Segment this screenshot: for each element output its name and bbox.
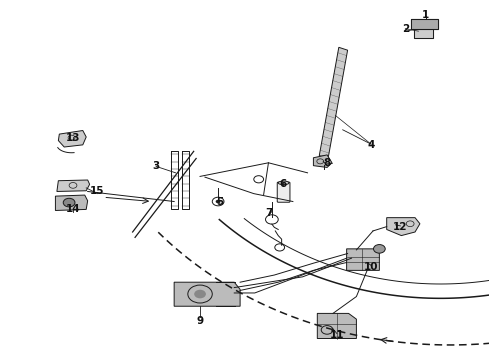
Text: 7: 7 — [265, 208, 272, 218]
Polygon shape — [346, 249, 379, 270]
Polygon shape — [314, 155, 332, 167]
FancyBboxPatch shape — [277, 182, 290, 202]
Text: 3: 3 — [152, 161, 160, 171]
Polygon shape — [55, 195, 88, 211]
Ellipse shape — [278, 181, 289, 185]
Polygon shape — [414, 30, 433, 39]
Circle shape — [194, 290, 206, 298]
Polygon shape — [174, 282, 240, 306]
Text: 5: 5 — [216, 197, 223, 207]
Text: 1: 1 — [422, 10, 429, 20]
Circle shape — [216, 200, 220, 203]
Text: 14: 14 — [66, 204, 80, 215]
Polygon shape — [58, 131, 86, 147]
Text: 12: 12 — [393, 222, 408, 232]
Circle shape — [373, 244, 385, 253]
Polygon shape — [319, 47, 347, 158]
Text: 8: 8 — [323, 158, 331, 168]
Circle shape — [63, 198, 75, 207]
Text: 13: 13 — [66, 133, 80, 143]
Polygon shape — [387, 218, 420, 235]
Text: 15: 15 — [90, 186, 105, 197]
Polygon shape — [57, 180, 90, 192]
Polygon shape — [318, 314, 356, 338]
Text: 6: 6 — [279, 179, 287, 189]
Polygon shape — [411, 19, 438, 30]
Text: 9: 9 — [196, 316, 204, 325]
Text: 4: 4 — [368, 140, 375, 150]
Text: 11: 11 — [330, 330, 344, 340]
Text: 2: 2 — [402, 24, 409, 35]
Text: 10: 10 — [364, 262, 378, 272]
